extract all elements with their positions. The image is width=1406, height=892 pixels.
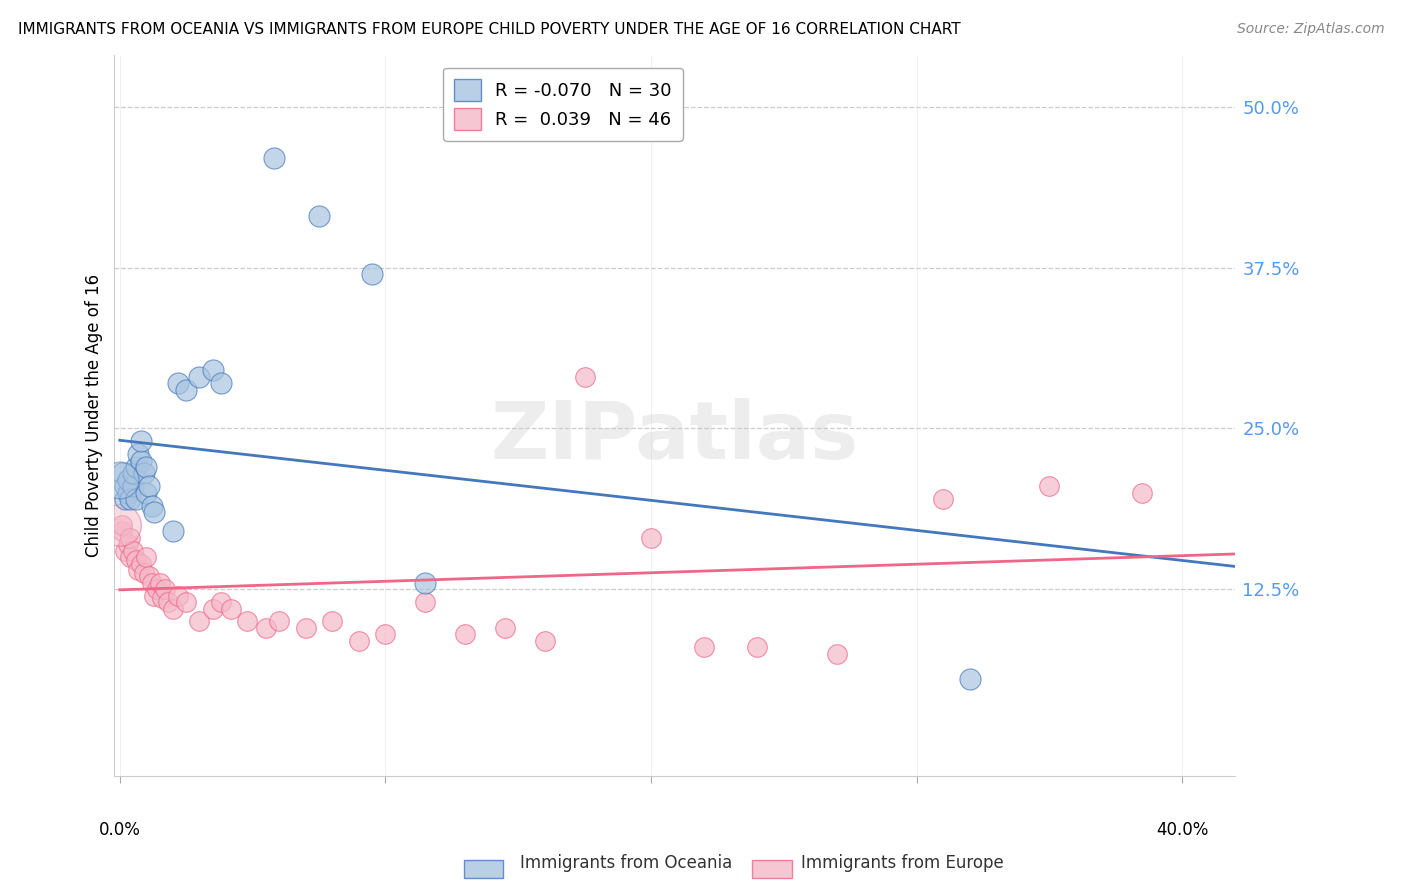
Point xyxy=(143,589,166,603)
Point xyxy=(162,524,184,539)
Point xyxy=(108,473,131,487)
Point xyxy=(143,505,166,519)
Text: Source: ZipAtlas.com: Source: ZipAtlas.com xyxy=(1237,22,1385,37)
Point xyxy=(640,531,662,545)
Point xyxy=(135,460,157,475)
Point xyxy=(308,209,330,223)
Point xyxy=(167,376,190,391)
Point xyxy=(120,531,142,545)
Point xyxy=(124,552,146,566)
Legend: R = -0.070   N = 30, R =  0.039   N = 46: R = -0.070 N = 30, R = 0.039 N = 46 xyxy=(443,68,682,141)
Point xyxy=(156,595,179,609)
Point xyxy=(374,627,396,641)
Point xyxy=(1130,485,1153,500)
Point xyxy=(124,460,146,475)
Point xyxy=(138,479,160,493)
Point xyxy=(494,621,516,635)
Point xyxy=(129,557,152,571)
Point xyxy=(108,518,131,533)
Text: 0.0%: 0.0% xyxy=(98,821,141,839)
Point xyxy=(321,615,343,629)
Y-axis label: Child Poverty Under the Age of 16: Child Poverty Under the Age of 16 xyxy=(86,274,103,558)
Point xyxy=(111,524,134,539)
Point xyxy=(146,582,169,597)
Point xyxy=(120,492,142,507)
Point xyxy=(219,601,242,615)
Point xyxy=(153,582,176,597)
Point xyxy=(122,543,145,558)
Point xyxy=(122,479,145,493)
Point xyxy=(117,485,139,500)
Point xyxy=(294,621,316,635)
Point xyxy=(141,575,163,590)
Point xyxy=(188,370,211,384)
Text: Immigrants from Oceania: Immigrants from Oceania xyxy=(520,855,733,872)
Point xyxy=(150,591,173,606)
Point xyxy=(114,492,136,507)
Point xyxy=(174,595,197,609)
Point xyxy=(127,563,149,577)
Point xyxy=(236,615,259,629)
Point xyxy=(132,467,155,481)
Text: 40.0%: 40.0% xyxy=(1156,821,1208,839)
Text: Immigrants from Europe: Immigrants from Europe xyxy=(801,855,1004,872)
Point xyxy=(135,485,157,500)
Point xyxy=(347,633,370,648)
Point xyxy=(959,673,981,687)
Point xyxy=(135,550,157,565)
Point xyxy=(254,621,277,635)
Point xyxy=(932,492,955,507)
Point xyxy=(413,575,436,590)
Text: ZIPatlas: ZIPatlas xyxy=(491,398,859,476)
Point xyxy=(127,447,149,461)
Point xyxy=(693,640,716,655)
Point xyxy=(361,267,384,281)
Point xyxy=(454,627,477,641)
Point xyxy=(162,601,184,615)
Point xyxy=(188,615,211,629)
Point xyxy=(129,434,152,449)
Point xyxy=(132,566,155,580)
Point xyxy=(141,499,163,513)
Point xyxy=(574,370,596,384)
Point xyxy=(148,575,170,590)
Point xyxy=(124,492,146,507)
Point xyxy=(111,518,134,533)
Point xyxy=(825,647,848,661)
Point xyxy=(114,479,136,493)
Point xyxy=(114,543,136,558)
Point xyxy=(413,595,436,609)
Point xyxy=(174,383,197,397)
Point xyxy=(201,363,224,377)
Point xyxy=(138,569,160,583)
Point xyxy=(117,537,139,551)
Text: IMMIGRANTS FROM OCEANIA VS IMMIGRANTS FROM EUROPE CHILD POVERTY UNDER THE AGE OF: IMMIGRANTS FROM OCEANIA VS IMMIGRANTS FR… xyxy=(18,22,960,37)
Point xyxy=(120,550,142,565)
Point xyxy=(111,467,134,481)
Point xyxy=(747,640,769,655)
Point xyxy=(263,151,285,165)
Point xyxy=(117,473,139,487)
Point xyxy=(267,615,290,629)
Point xyxy=(1038,479,1060,493)
Point xyxy=(122,467,145,481)
Point xyxy=(533,633,555,648)
Point xyxy=(209,595,232,609)
Point xyxy=(201,601,224,615)
Point xyxy=(129,453,152,467)
Point xyxy=(209,376,232,391)
Point xyxy=(167,589,190,603)
